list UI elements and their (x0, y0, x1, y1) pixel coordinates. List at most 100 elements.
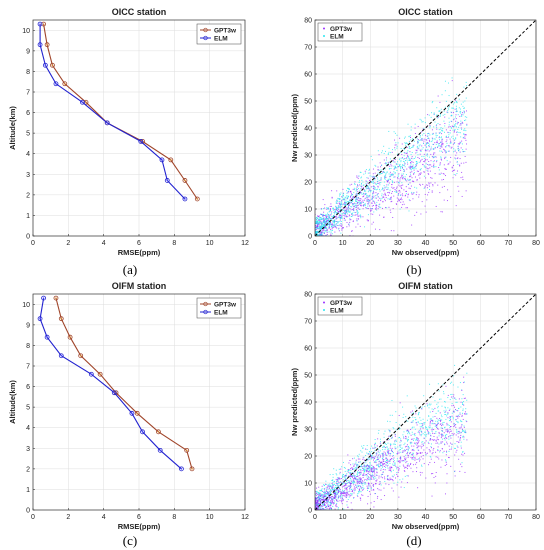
scatter-point (455, 158, 457, 160)
scatter-point (441, 435, 443, 437)
scatter-point (327, 489, 329, 491)
scatter-point (395, 411, 397, 413)
scatter-point (392, 469, 394, 471)
scatter-point (356, 475, 358, 477)
scatter-point (348, 475, 350, 477)
scatter-point (371, 208, 373, 210)
scatter-point (410, 163, 412, 165)
scatter-point (349, 468, 351, 470)
scatter-point (332, 505, 334, 507)
legend-marker (323, 27, 325, 30)
scatter-point (435, 439, 437, 441)
scatter-point (426, 169, 428, 171)
scatter-point (334, 492, 336, 494)
scatter-point (421, 445, 423, 447)
scatter-point (465, 81, 467, 83)
scatter-point (367, 197, 369, 199)
y-tick-label: 3 (26, 172, 30, 179)
y-tick-label: 5 (26, 131, 30, 138)
scatter-point (404, 459, 406, 461)
scatter-point (443, 199, 445, 201)
scatter-point (373, 211, 375, 213)
scatter-point (448, 438, 450, 440)
scatter-point (322, 224, 324, 226)
y-tick-label: 9 (26, 322, 30, 329)
scatter-point (433, 157, 435, 159)
scatter-point (394, 443, 396, 445)
scatter-point (358, 203, 360, 205)
scatter-point (425, 426, 427, 428)
scatter-point (466, 123, 468, 125)
scatter-point (389, 443, 391, 445)
scatter-point (374, 493, 376, 495)
scatter-point (327, 498, 329, 500)
scatter-point (411, 442, 413, 444)
scatter-point (380, 474, 382, 476)
scatter-point (387, 188, 389, 190)
scatter-point (460, 123, 462, 125)
scatter-point (368, 488, 370, 490)
scatter-point (336, 490, 338, 492)
scatter-point (353, 490, 355, 492)
scatter-point (363, 465, 365, 467)
scatter-point (320, 234, 322, 236)
scatter-point (372, 476, 374, 478)
scatter-point (329, 488, 331, 490)
scatter-point (316, 216, 318, 218)
scatter-point (410, 443, 412, 445)
scatter-point (410, 428, 412, 430)
scatter-point (362, 216, 364, 218)
scatter-point (420, 150, 422, 152)
scatter-point (429, 418, 431, 420)
scatter-point (444, 122, 446, 124)
scatter-point (330, 230, 332, 232)
scatter-point (408, 187, 410, 189)
scatter-point (432, 410, 434, 412)
scatter-point (363, 194, 365, 196)
scatter-point (368, 169, 370, 171)
scatter-point (390, 168, 392, 170)
scatter-point (331, 496, 333, 498)
scatter-point (402, 195, 404, 197)
scatter-point (329, 208, 331, 210)
scatter-point (333, 222, 335, 224)
scatter-point (351, 212, 353, 214)
scatter-point (411, 138, 413, 140)
scatter-point (344, 482, 346, 484)
scatter-point (460, 463, 462, 465)
scatter-point (445, 175, 447, 177)
scatter-point (417, 143, 419, 145)
scatter-point (372, 474, 374, 476)
scatter-point (440, 156, 442, 158)
scatter-point (396, 186, 398, 188)
legend-label-elm: ELM (214, 309, 228, 316)
scatter-point (378, 206, 380, 208)
scatter-point (320, 223, 322, 225)
scatter-point (404, 136, 406, 138)
scatter-point (367, 459, 369, 461)
scatter-point (400, 159, 402, 161)
scatter-point (429, 426, 431, 428)
scatter-point (421, 464, 423, 466)
scatter-point (412, 161, 414, 163)
scatter-point (446, 142, 448, 144)
scatter-point (411, 167, 413, 169)
scatter-point (337, 490, 339, 492)
scatter-point (408, 447, 410, 449)
scatter-point (350, 476, 352, 478)
scatter-point (380, 476, 382, 478)
scatter-point (386, 478, 388, 480)
scatter-point (341, 200, 343, 202)
scatter-point (457, 410, 459, 412)
scatter-point (418, 173, 420, 175)
scatter-point (445, 168, 447, 170)
scatter-point (368, 195, 370, 197)
scatter-point (403, 431, 405, 433)
scatter-point (430, 473, 432, 475)
scatter-point (353, 468, 355, 470)
scatter-point (438, 435, 440, 437)
scatter-point (386, 465, 388, 467)
scatter-point (383, 459, 385, 461)
data-point-core (106, 122, 108, 124)
